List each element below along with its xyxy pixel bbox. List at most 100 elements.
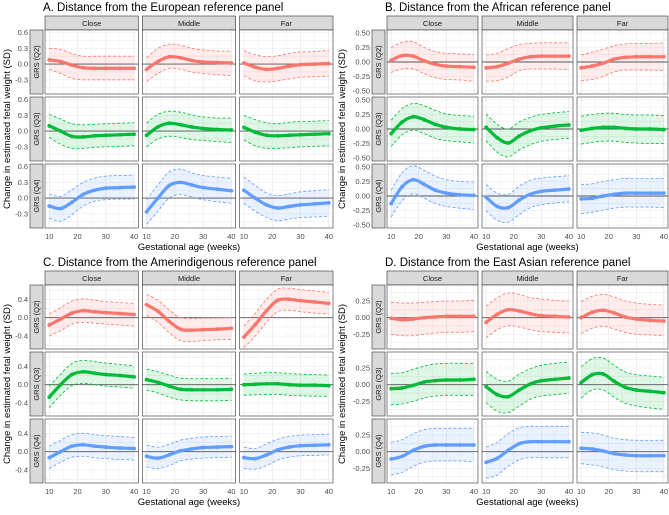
data-point xyxy=(528,54,533,59)
confidence-band xyxy=(486,111,569,157)
y-tick-label: 0.00 xyxy=(355,192,370,201)
facet xyxy=(576,418,669,484)
x-tick-label: 10 xyxy=(577,487,585,496)
x-axis-label: Gestational age (weeks) xyxy=(476,497,578,508)
facet-border xyxy=(239,96,334,162)
data-point xyxy=(326,61,331,66)
upper-ci-line xyxy=(146,293,232,320)
data-point xyxy=(471,127,476,132)
data-point xyxy=(215,60,220,65)
data-point xyxy=(661,191,666,195)
data-point xyxy=(528,382,533,386)
data-point xyxy=(92,309,97,314)
data-point xyxy=(118,132,122,137)
data-point xyxy=(528,192,533,197)
facet xyxy=(142,351,236,417)
data-point xyxy=(601,194,606,198)
x-tick-label: 10 xyxy=(142,232,150,241)
data-point xyxy=(69,63,74,68)
upper-ci-line xyxy=(485,111,569,130)
data-point xyxy=(103,66,108,71)
y-tick-label: 0.0 xyxy=(18,60,28,69)
data-point xyxy=(422,380,427,384)
lower-ci-line xyxy=(580,325,664,337)
data-point xyxy=(484,320,489,325)
y-tick-label: 0.4 xyxy=(18,362,28,371)
data-point xyxy=(471,443,476,447)
data-point xyxy=(579,446,584,451)
y-tick-label: -0.50 xyxy=(353,154,370,163)
facet xyxy=(142,163,236,229)
facet xyxy=(481,284,574,350)
x-tick-label: 10 xyxy=(45,232,53,241)
upper-ci-line xyxy=(581,178,664,185)
upper-ci-line xyxy=(243,115,329,125)
x-tick-label: 20 xyxy=(510,232,518,241)
data-point xyxy=(484,65,489,70)
facet-strip-label: Far xyxy=(281,274,293,283)
data-point xyxy=(458,378,462,382)
data-point xyxy=(58,129,63,133)
y-tick-label: -0.25 xyxy=(353,206,370,215)
facet-strip-label: Far xyxy=(617,19,629,28)
x-axis-label: Gestational age (weeks) xyxy=(476,242,578,253)
data-point xyxy=(58,317,63,321)
lower-ci-line xyxy=(49,455,135,470)
data-point xyxy=(215,127,220,132)
data-point xyxy=(590,310,595,315)
row-strip xyxy=(29,284,44,350)
facet-border xyxy=(386,29,479,95)
panel-a: A. Distance from the European reference … xyxy=(2,2,334,253)
y-axis-label: Change in estimated fetal weight (SD) xyxy=(2,304,13,464)
data-point xyxy=(264,381,269,386)
data-point xyxy=(661,54,666,59)
facet xyxy=(386,351,479,417)
upper-ci-line xyxy=(146,435,232,448)
data-point xyxy=(144,67,149,72)
data-point xyxy=(275,447,280,452)
data-point xyxy=(495,135,500,140)
data-point xyxy=(648,191,652,195)
lower-ci-line xyxy=(146,456,232,470)
facet-border xyxy=(142,351,236,417)
facet xyxy=(481,418,574,484)
facet-strip-label: Close xyxy=(82,19,101,28)
data-point xyxy=(326,442,331,447)
confidence-band xyxy=(146,44,232,82)
data-point xyxy=(612,379,617,384)
confidence-band xyxy=(391,363,474,405)
lower-ci-line xyxy=(581,69,664,81)
y-tick-label: -0.25 xyxy=(353,464,370,473)
data-point xyxy=(458,443,462,447)
data-point xyxy=(411,448,416,453)
data-point xyxy=(215,327,220,332)
data-point xyxy=(47,323,52,327)
facet xyxy=(386,284,479,350)
data-point xyxy=(253,130,258,135)
lower-ci-line xyxy=(390,193,474,218)
data-point xyxy=(298,298,303,303)
data-point xyxy=(411,177,416,182)
x-tick-label: 30 xyxy=(199,487,207,496)
data-point xyxy=(132,446,136,451)
x-tick-label: 10 xyxy=(482,232,490,241)
data-point xyxy=(458,64,462,69)
y-tick-label: 0.25 xyxy=(355,364,370,373)
facet xyxy=(576,96,669,162)
upper-ci-line xyxy=(49,113,135,126)
data-point xyxy=(132,66,136,71)
facet-border xyxy=(481,96,574,162)
data-point xyxy=(118,185,122,190)
confidence-band xyxy=(486,175,569,223)
data-point xyxy=(539,125,544,130)
data-point xyxy=(189,125,194,129)
data-point xyxy=(229,188,234,193)
facet xyxy=(239,96,334,162)
panel-title: D. Distance from the East Asian referenc… xyxy=(385,257,630,269)
data-point xyxy=(69,372,74,377)
y-tick-label: 0.25 xyxy=(355,431,370,440)
data-point xyxy=(566,315,571,319)
data-point xyxy=(506,394,511,399)
data-point xyxy=(242,61,246,65)
data-point xyxy=(326,301,331,306)
